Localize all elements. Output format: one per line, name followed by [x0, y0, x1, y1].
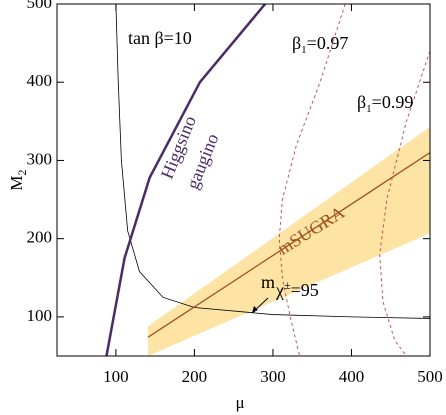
y-axis-label-sub: 2: [15, 169, 29, 175]
curve: [105, 4, 267, 356]
annotation-part: χ: [275, 280, 284, 300]
annotation: tan β=10: [128, 28, 192, 48]
y-tick-label: 100: [27, 306, 53, 325]
annotation-part: =95: [291, 280, 319, 300]
annotation-sup: ±: [284, 278, 291, 292]
annotation: β1=0.97: [292, 33, 348, 55]
annotation: β1=0.99: [357, 92, 413, 114]
x-tick-label: 500: [417, 367, 443, 386]
curve: [147, 152, 430, 338]
x-axis-label: μ: [235, 393, 244, 412]
band: [148, 126, 430, 356]
x-tick-label: 300: [260, 367, 286, 386]
curve: [278, 4, 346, 356]
curve: [115, 4, 430, 319]
annotation-part: =0.99: [372, 92, 414, 112]
frame: [56, 3, 431, 357]
y-tick-label: 200: [27, 228, 53, 247]
y-tick-label: 500: [27, 0, 53, 12]
annotation-sub: 1: [301, 44, 307, 56]
annotation-sub: 1: [366, 103, 372, 115]
annotation-part: β: [292, 33, 301, 53]
curve: [379, 50, 430, 356]
annotation-part: =0.97: [307, 33, 349, 53]
plot-area: [105, 4, 430, 356]
x-tick-label: 200: [182, 367, 208, 386]
x-tick-label: 400: [339, 367, 365, 386]
annotation: χ±=95: [275, 278, 319, 300]
annotation: m: [261, 272, 275, 292]
y-axis-label: M2: [7, 169, 29, 190]
y-tick-label: 400: [27, 71, 53, 90]
arrow-head: [252, 306, 258, 313]
y-tick-label: 300: [27, 149, 53, 168]
annotation-part: β: [357, 92, 366, 112]
x-tick-label: 100: [103, 367, 129, 386]
y-axis-label-main: M: [7, 175, 26, 190]
